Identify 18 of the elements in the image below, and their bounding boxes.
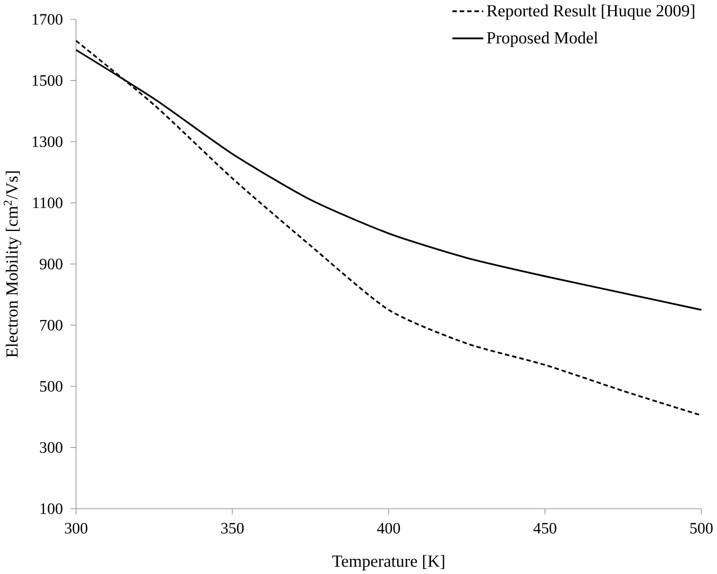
x-tick-label: 300: [64, 522, 88, 534]
y-tick-label: 1700: [32, 14, 62, 25]
y-tick-label: 700: [40, 320, 62, 330]
x-tick-label: 500: [690, 522, 713, 534]
x-axis-title: Temperature [K]: [332, 554, 444, 570]
y-tick-label: 100: [40, 503, 62, 514]
y-tick-label: 1300: [32, 136, 62, 147]
y-tick-label: 1500: [32, 75, 62, 86]
y-tick-label: 300: [40, 442, 62, 453]
legend-label: Proposed Model: [486, 32, 598, 47]
legend-label: Reported Result [Huque 2009]: [486, 4, 694, 20]
x-tick-label: 450: [533, 522, 556, 534]
y-tick-label: 1100: [33, 197, 62, 208]
x-tick-label: 400: [377, 522, 400, 534]
x-tick-label: 350: [221, 522, 244, 534]
y-tick-label: 900: [40, 258, 62, 270]
y-tick-label: 500: [40, 380, 62, 392]
y-axis-title: Electron Mobility [cm$^{2}$/Vs]: [4, 171, 22, 358]
